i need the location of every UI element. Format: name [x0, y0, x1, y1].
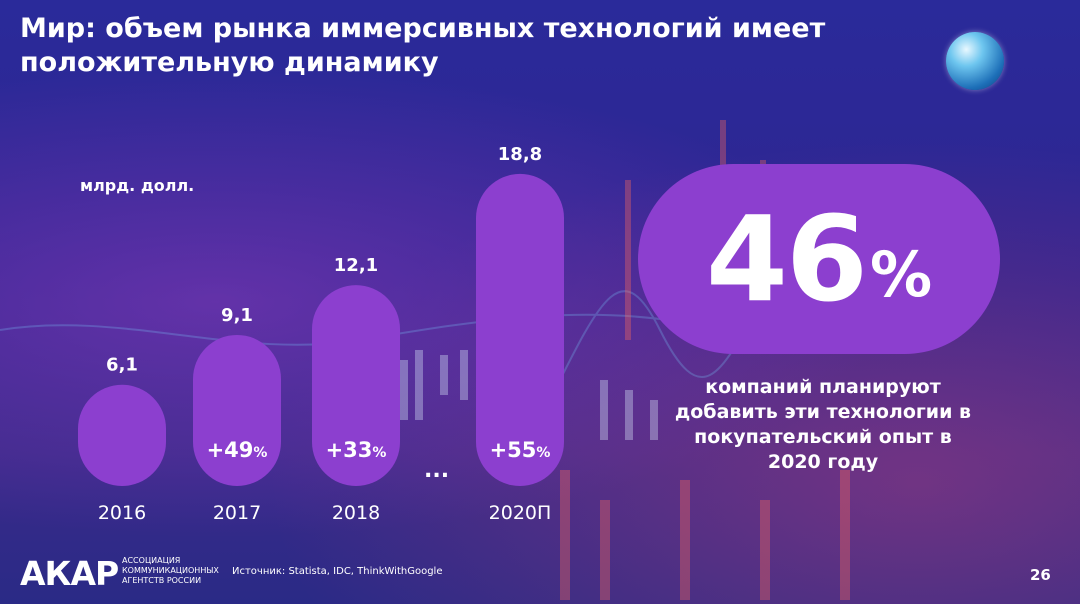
- category-label: 2017: [213, 502, 261, 524]
- growth-label: +33%: [326, 438, 387, 462]
- page-title: Мир: объем рынка иммерсивных технологий …: [20, 13, 826, 78]
- growth-label: +49%: [207, 438, 268, 462]
- source-note: Источник: Statista, IDC, ThinkWithGoogle: [232, 566, 443, 577]
- highlight-number: 46: [705, 190, 868, 328]
- category-label: 2016: [98, 502, 146, 524]
- value-label: 9,1: [221, 305, 253, 326]
- bar: [78, 384, 166, 486]
- highlight-unit: %: [870, 237, 933, 311]
- bar: [312, 285, 400, 486]
- bar: [476, 173, 564, 487]
- akar-logo: АКАР: [20, 554, 119, 593]
- value-label: 6,1: [106, 355, 138, 376]
- gap-marker: ...: [424, 458, 450, 483]
- category-label: 2020П: [489, 502, 552, 524]
- unit-label: млрд. долл.: [80, 176, 195, 195]
- category-label: 2018: [332, 502, 380, 524]
- bar: [193, 334, 281, 486]
- page-number: 26: [1030, 566, 1051, 584]
- highlight-pill: 46%: [638, 164, 1000, 354]
- association-name: АССОЦИАЦИЯ КОММУНИКАЦИОННЫХ АГЕНТСТВ РОС…: [122, 556, 219, 585]
- globe-icon: [946, 32, 1004, 90]
- growth-label: +55%: [490, 438, 551, 462]
- value-label: 18,8: [498, 144, 542, 165]
- value-label: 12,1: [334, 255, 378, 276]
- highlight-caption: компаний планируют добавить эти технолог…: [674, 376, 972, 473]
